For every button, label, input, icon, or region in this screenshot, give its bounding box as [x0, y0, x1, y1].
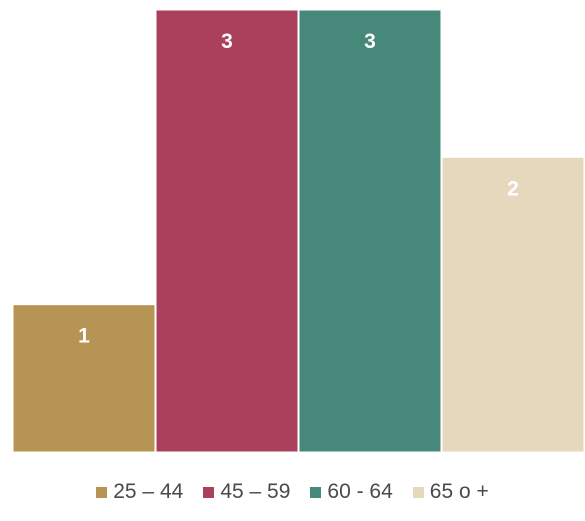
legend-swatch [310, 486, 322, 498]
legend-label: 65 o + [429, 480, 489, 503]
data-label-25-44: 1 [78, 325, 90, 348]
legend-item-45-59: 45 – 59 [203, 480, 290, 504]
bar-60-64 [298, 9, 442, 453]
legend-swatch [412, 486, 424, 498]
data-label-45-59: 3 [221, 30, 233, 53]
legend-label: 60 - 64 [327, 480, 393, 503]
legend-label: 25 – 44 [113, 480, 184, 503]
bar-25-44 [12, 304, 156, 453]
bar-chart: 1 3 3 2 [12, 9, 585, 453]
legend-swatch [203, 486, 215, 498]
legend-item-65-plus: 65 o + [412, 480, 489, 504]
legend-swatch [96, 486, 108, 498]
legend-label: 45 – 59 [220, 480, 291, 503]
bar-45-59 [155, 9, 299, 453]
legend: 25 – 44 45 – 59 60 - 64 65 o + [0, 480, 585, 504]
bar-65-plus [441, 156, 585, 453]
legend-item-60-64: 60 - 64 [310, 480, 393, 504]
legend-item-25-44: 25 – 44 [96, 480, 183, 504]
data-label-60-64: 3 [364, 30, 376, 53]
data-label-65-plus: 2 [507, 177, 519, 200]
